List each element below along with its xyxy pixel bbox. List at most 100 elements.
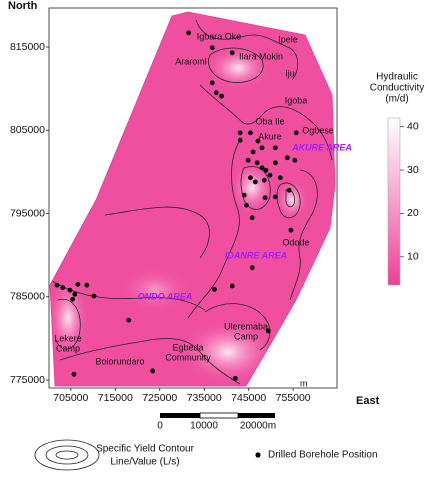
place-label: Ilara Mokin [239,51,283,61]
borehole [255,138,261,144]
x-tick-label: 705000 [53,392,88,404]
borehole [248,175,253,181]
map [49,11,336,387]
place-label: Akure [258,131,282,141]
colorbar-tick-label: 30 [407,164,419,176]
legend-borehole-label: Drilled Borehole Position [268,450,378,461]
area-label: ONDO AREA [138,291,193,301]
scale-label: 20000m [240,421,276,432]
borehole [252,179,258,185]
x-tick-label: 745000 [231,392,266,404]
borehole [244,202,249,208]
place-label: Uleremaba [224,321,268,331]
borehole [284,155,290,161]
borehole [213,90,219,96]
borehole [70,296,76,302]
borehole [263,167,269,173]
x-tick-label: 725000 [142,392,177,404]
borehole [259,165,265,171]
scale-segment [199,412,239,419]
x-axis-title: East [356,395,380,407]
borehole [237,130,243,136]
y-tick-label: 805000 [10,124,45,136]
borehole [72,291,78,297]
borehole [212,286,217,292]
borehole [229,50,235,56]
borehole [250,149,256,155]
borehole [286,187,292,193]
x-tick-label: 715000 [98,392,133,404]
borehole [249,265,255,271]
place-label: Camp [56,343,80,353]
scale-label: 10000 [190,421,218,432]
borehole [261,177,267,183]
colorbar-tick-label: 40 [407,120,419,132]
borehole [219,93,224,99]
borehole [186,30,192,36]
place-label: Ogbese [302,125,334,135]
conductivity-highlights [50,19,333,385]
borehole [292,157,298,163]
legend-contour-label: Specific Yield Contour [96,444,195,455]
borehole [277,175,283,181]
borehole [272,160,278,166]
place-label: Araromi [175,56,207,66]
place-label: Lekere [54,333,82,343]
place-label: Igbara Oke [197,31,242,41]
legend-contour-icon [55,450,79,460]
y-tick-label: 775000 [10,374,45,386]
colorbar-gradient [387,117,401,286]
borehole [272,145,278,151]
place-label: Oba Ile [255,116,284,126]
borehole [67,287,73,293]
borehole [248,130,253,136]
colorbar-tick-label: 10 [407,251,419,263]
borehole [126,317,132,323]
x-tick-label: 735000 [187,392,222,404]
y-tick-label: 795000 [10,207,45,219]
y-axis-title: North [8,0,38,12]
legend-contour-icon [34,439,100,471]
borehole [265,328,271,334]
borehole [75,281,81,287]
legend-borehole-icon [255,452,261,458]
x-tick-label: 755000 [276,392,311,404]
colorbar-tick-label: 20 [407,207,419,219]
y-tick-label: 815000 [10,41,45,53]
borehole [71,371,77,377]
place-label: Egbeda [172,342,203,352]
borehole [259,145,265,151]
scale-bar: 0 10000 20000m [157,412,276,432]
plot-frame [48,7,338,389]
borehole [237,137,243,143]
scale-label: 0 [157,421,163,432]
legend-contour-icon [45,445,89,465]
colorbar-title: Hydraulic [376,72,418,83]
place-label: Ipele [278,34,298,44]
borehole [245,157,251,163]
corner-mark: m [300,378,308,388]
borehole [267,172,273,178]
borehole [54,282,60,288]
borehole [254,160,260,166]
colorbar [387,117,401,286]
colorbar-title: Conductivity [370,83,424,94]
borehole [288,227,294,233]
borehole [229,283,235,289]
borehole [84,282,90,288]
place-label: Camp [234,331,258,341]
colorbar-title: (m/d) [385,94,408,105]
y-tick-label: 785000 [10,291,45,303]
borehole [262,195,268,201]
scale-segment [160,413,200,418]
borehole [272,194,278,200]
scale-segment [238,413,275,418]
borehole [209,45,215,51]
legend: Specific Yield Contour Line/Value (L/s) … [34,439,378,471]
legend-contour-label: Line/Value (L/s) [110,457,179,468]
place-label: Bolorundaro [95,356,144,366]
borehole [60,285,66,291]
borehole [232,376,238,381]
place-label: Odode [282,237,309,247]
